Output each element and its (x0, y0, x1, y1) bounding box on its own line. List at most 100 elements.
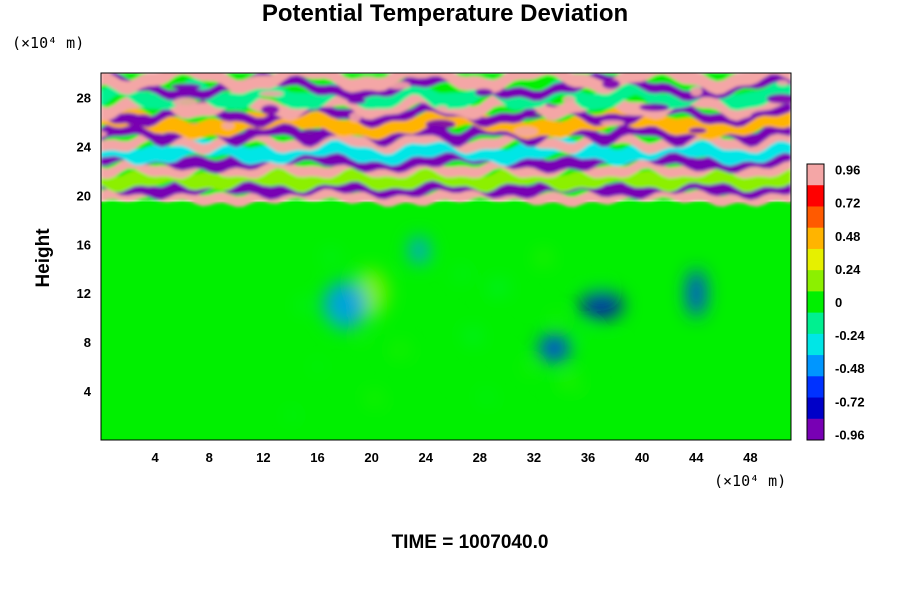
colorbar-tick-label: 0.48 (835, 229, 860, 244)
field-speckle (385, 349, 394, 358)
field-speckle (552, 314, 561, 323)
wave-blob (125, 117, 144, 126)
y-tick-label: 4 (84, 384, 92, 399)
field-speckle (455, 270, 464, 279)
field-speckle (314, 363, 321, 370)
x-tick-label: 4 (152, 450, 160, 465)
x-tick-label: 48 (743, 450, 757, 465)
x-axis-ticks: 4 8 12 16 20 24 28 32 36 40 44 48 (152, 450, 758, 465)
field-speckle (412, 300, 421, 309)
field-anomaly (579, 291, 624, 320)
colorbar-tick-label: 0.96 (835, 163, 860, 178)
y-tick-label: 24 (77, 139, 92, 154)
field-speckle (423, 359, 436, 372)
upper-atmosphere-bands (101, 73, 791, 208)
wave-blob (101, 131, 107, 138)
y-axis-unit-label: (×10⁴ m) (12, 34, 85, 52)
wave-blob (222, 121, 235, 130)
y-tick-label: 28 (77, 90, 91, 105)
wave-blob (512, 112, 543, 119)
colorbar-swatch (807, 248, 824, 271)
y-tick-label: 16 (77, 237, 91, 252)
field-speckle (607, 344, 620, 357)
colorbar-swatch (807, 185, 824, 207)
field-speckle (510, 408, 520, 419)
field-speckle (287, 412, 294, 419)
field-speckle (537, 251, 550, 264)
field-speckle (525, 299, 532, 306)
wave-blob (172, 97, 197, 108)
colorbar (806, 163, 825, 441)
colorbar-swatch (807, 227, 824, 250)
field-speckle (568, 270, 575, 277)
colorbar-tick-label: 0.24 (835, 262, 861, 277)
colorbar-tick-label: -0.72 (835, 394, 865, 409)
field-speckle (467, 330, 480, 343)
wave-blob (766, 93, 791, 104)
wave-blob (298, 128, 329, 137)
field-speckle (357, 334, 364, 341)
field-speckle (298, 300, 309, 311)
field-speckle (369, 393, 380, 404)
wave-blob (600, 120, 625, 127)
field-anomaly (686, 269, 707, 318)
wave-blob (347, 98, 366, 105)
colorbar-frame (806, 163, 825, 441)
x-tick-label: 24 (418, 450, 433, 465)
x-tick-label: 44 (689, 450, 704, 465)
wave-blob (513, 126, 538, 137)
wave-blob (259, 90, 284, 97)
field-anomaly (408, 236, 429, 265)
colorbar-swatch (807, 312, 824, 335)
time-annotation: TIME = 1007040.0 (391, 532, 549, 553)
colorbar-tick-label: -0.96 (835, 427, 865, 442)
colorbar-tick-label: 0 (835, 295, 842, 310)
wave-blob (349, 112, 362, 123)
field-speckle (326, 315, 339, 328)
field-speckle (525, 363, 534, 372)
x-tick-label: 12 (256, 450, 270, 465)
wave-band (101, 135, 791, 167)
y-tick-label: 12 (77, 286, 91, 301)
wave-blob (435, 105, 448, 112)
field-speckle (384, 285, 391, 292)
y-axis-ticks: 4 8 12 16 20 24 28 (77, 90, 92, 399)
field-speckle (553, 378, 564, 389)
wave-blob (474, 88, 493, 97)
wave-blob (602, 79, 621, 90)
wave-band (101, 73, 791, 95)
wave-blob (727, 110, 752, 119)
field-speckle (482, 393, 491, 402)
field-speckle (498, 348, 505, 355)
colorbar-swatch (807, 206, 824, 229)
field-speckle (428, 255, 435, 262)
colorbar-swatch (807, 291, 824, 314)
colorbar-swatch (807, 376, 824, 399)
field-speckle (580, 393, 593, 406)
colorbar-swatch (807, 355, 824, 377)
colorbar-swatch (807, 397, 824, 420)
colorbar-tick-label: -0.48 (835, 361, 865, 376)
field-speckle (353, 266, 366, 279)
colorbar-tick-labels: 0.96 0.72 0.48 0.24 0 -0.24 -0.48 -0.72 -0.96 (835, 163, 865, 443)
field-speckle (564, 374, 577, 387)
colorbar-tick-label: 0.72 (835, 196, 860, 211)
x-tick-label: 8 (206, 450, 213, 465)
field-speckle (439, 315, 450, 326)
colorbar-swatch (807, 164, 824, 186)
wave-blob (171, 83, 202, 90)
colorbar-swatch (807, 270, 824, 292)
field-speckle (326, 251, 336, 262)
field-speckle (341, 378, 350, 387)
x-tick-label: 32 (527, 450, 541, 465)
wave-blob (690, 86, 703, 97)
field-speckle (596, 285, 605, 294)
heatmap-field (101, 73, 791, 440)
wave-band (101, 175, 791, 201)
colorbar-swatch (807, 418, 824, 441)
field-speckle (466, 266, 477, 277)
field-anomaly (538, 334, 571, 363)
wave-band (101, 120, 791, 148)
x-tick-label: 28 (473, 450, 487, 465)
